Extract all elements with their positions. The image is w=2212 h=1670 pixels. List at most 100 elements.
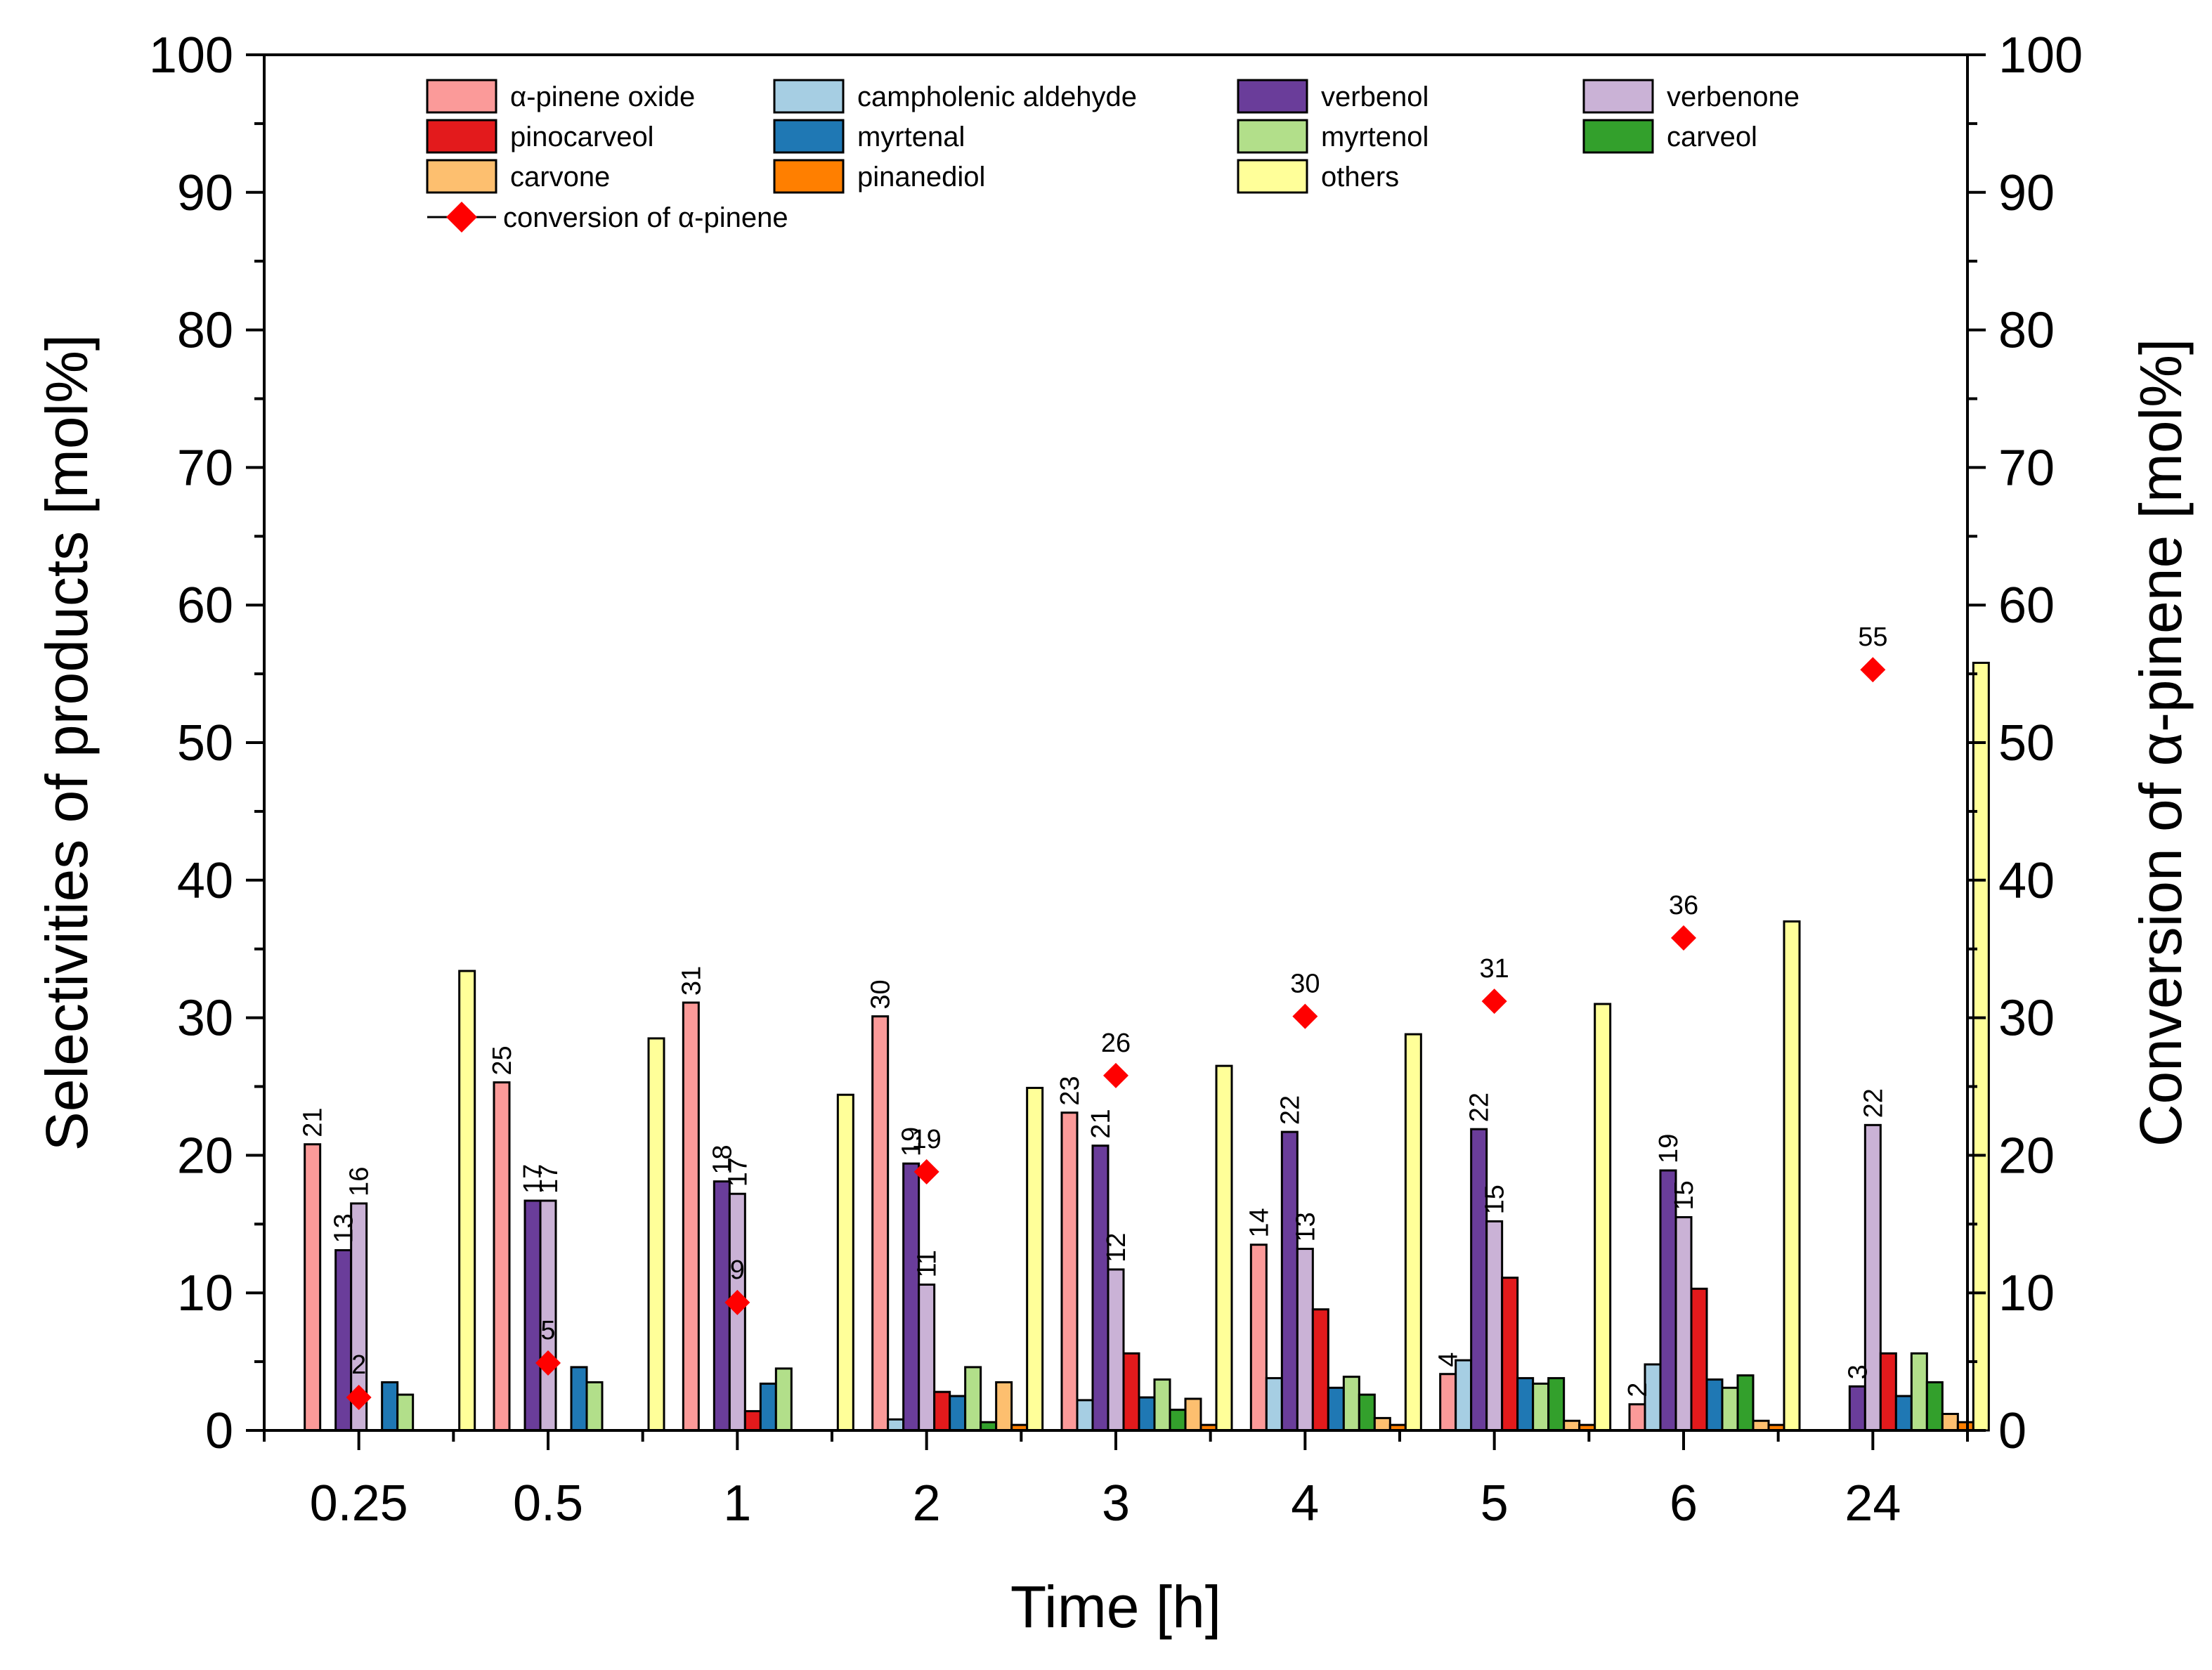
y-tick-label: 40: [177, 853, 233, 909]
y2-tick-label: 50: [1998, 715, 2055, 771]
bar-campholenic-aldehyde-5: [1455, 1359, 1473, 1432]
legend-swatch-pinanediol: [773, 159, 845, 194]
conversion-label-5: 31: [1480, 954, 1509, 984]
bar-campholenic-aldehyde-2: [887, 1418, 905, 1432]
bar-myrtenal-5: [1516, 1377, 1535, 1432]
bar-label-verbenol-6: 19: [1654, 1134, 1684, 1163]
y2-tick-label: 30: [1998, 991, 2055, 1047]
bar-others-1: [836, 1093, 854, 1432]
legend-swatch-verbenol: [1237, 79, 1308, 114]
bar-alpha-pinene-oxide-6: [1628, 1403, 1646, 1432]
y2-tick-label: 60: [1998, 578, 2055, 634]
conversion-label-2: 19: [912, 1125, 942, 1154]
bar-alpha-pinene-oxide-5: [1439, 1373, 1457, 1432]
bar-others-6: [1783, 920, 1801, 1432]
bar-carveol-5: [1547, 1377, 1566, 1432]
conversion-point-1: [724, 1289, 750, 1315]
bar-carveol-24: [1925, 1381, 1944, 1432]
y2-tick-label: 80: [1998, 303, 2055, 359]
conversion-point-2: [913, 1159, 939, 1185]
legend-item-alpha-pinene-oxide: α-pinene oxide: [426, 79, 695, 114]
bar-label-verbenol-1: 18: [708, 1144, 737, 1174]
bar-alpha-pinene-oxide-3: [1060, 1111, 1079, 1432]
legend-swatch-campholenic-aldehyde: [773, 79, 845, 114]
legend-swatch-carveol: [1582, 119, 1654, 154]
y2-tick-label: 0: [1998, 1403, 2026, 1459]
bar-verbenol-2: [902, 1162, 920, 1432]
bar-carveol-6: [1736, 1374, 1755, 1432]
y-tick-label: 100: [149, 27, 233, 84]
y-axis-title: Selectivities of products [mol%]: [34, 334, 100, 1151]
legend-marker-conversion: [446, 202, 477, 233]
bar-others-3: [1215, 1064, 1233, 1432]
legend-label-carvone: carvone: [510, 162, 610, 193]
legend-item-conversion: conversion of α-pinene: [427, 202, 788, 233]
legend-label-myrtenol: myrtenol: [1321, 122, 1429, 152]
bar-myrtenal-2: [949, 1395, 967, 1432]
bar-carvone-24: [1941, 1413, 1959, 1432]
bar-carvone-3: [1184, 1397, 1202, 1432]
legend-label-verbenone: verbenone: [1667, 81, 1800, 112]
y2-tick-label: 20: [1998, 1128, 2055, 1184]
bar-alpha-pinene-oxide-4: [1249, 1244, 1268, 1432]
legend-swatch-myrtenol: [1237, 119, 1308, 154]
legend-label-myrtenal: myrtenal: [857, 122, 965, 152]
conversion-label-24: 55: [1858, 622, 1887, 652]
bar-verbenol-4: [1280, 1130, 1299, 1432]
bar-myrtenol-24: [1910, 1352, 1928, 1432]
bar-campholenic-aldehyde-3: [1076, 1399, 1094, 1432]
bar-pinocarveol-1: [743, 1410, 762, 1432]
bar-label-verbenone-0-25: 16: [345, 1167, 375, 1196]
legend-item-campholenic-aldehyde: campholenic aldehyde: [773, 79, 1137, 114]
legend-label-pinocarveol: pinocarveol: [510, 122, 654, 152]
x-tick-label-4: 4: [1291, 1475, 1319, 1532]
bar-pinocarveol-3: [1122, 1352, 1140, 1432]
conversion-label-4: 30: [1290, 970, 1320, 999]
conversion-point-24: [1860, 657, 1886, 683]
bar-alpha-pinene-oxide-0-25: [304, 1143, 322, 1432]
legend: α-pinene oxide campholenic aldehyde verben…: [426, 79, 1800, 233]
legend-item-pinocarveol: pinocarveol: [426, 119, 654, 154]
conversion-point-4: [1292, 1003, 1318, 1029]
legend-label-alpha-pinene-oxide: α-pinene oxide: [510, 81, 695, 112]
bar-label-verbenol-2: 19: [897, 1127, 927, 1156]
legend-swatch-verbenone: [1582, 79, 1654, 114]
bar-others-24: [1972, 661, 1990, 1432]
y-tick-label: 50: [177, 715, 233, 771]
y-tick-label: 70: [177, 440, 233, 496]
bar-pinocarveol-2: [933, 1390, 951, 1432]
y-tick-label: 80: [177, 303, 233, 359]
bar-verbenol-0-5: [523, 1199, 542, 1432]
conversion-point-0-25: [346, 1385, 372, 1411]
x-tick-label-1: 1: [723, 1475, 751, 1532]
conversion-point-3: [1103, 1062, 1128, 1088]
legend-item-verbenol: verbenol: [1237, 79, 1429, 114]
bar-myrtenol-4: [1342, 1376, 1360, 1432]
bar-label-alpha-pinene-oxide-2: 30: [866, 979, 896, 1009]
bar-label-verbenone-2: 11: [913, 1250, 942, 1277]
bar-verbenol-1: [713, 1180, 731, 1432]
bar-others-2: [1026, 1086, 1044, 1432]
bar-myrtenal-0-5: [570, 1366, 588, 1432]
bar-carveol-4: [1358, 1393, 1376, 1432]
bar-label-alpha-pinene-oxide-5: 4: [1434, 1352, 1464, 1367]
x-tick-label-0-5: 0.5: [513, 1475, 583, 1532]
bar-alpha-pinene-oxide-0-5: [493, 1081, 511, 1432]
bar-myrtenol-0-25: [396, 1393, 415, 1432]
conversion-point-0-5: [535, 1350, 561, 1376]
bar-label-verbenone-3: 12: [1102, 1233, 1131, 1263]
bar-label-verbenone-5: 15: [1481, 1185, 1510, 1214]
bar-label-verbenone-4: 13: [1291, 1212, 1320, 1241]
x-tick-label-2: 2: [913, 1475, 941, 1532]
bar-carvone-6: [1752, 1419, 1770, 1432]
legend-label-conversion: conversion of α-pinene: [503, 202, 788, 233]
bar-label-verbenol-3: 21: [1086, 1109, 1116, 1138]
y-tick-label: 90: [177, 165, 233, 221]
bar-label-alpha-pinene-oxide-1: 31: [677, 966, 706, 996]
legend-swatch-myrtenal: [773, 119, 845, 154]
legend-label-others: others: [1321, 162, 1399, 193]
x-axis-title: Time [h]: [1010, 1574, 1221, 1640]
bar-myrtenol-3: [1153, 1378, 1171, 1432]
bar-myrtenol-5: [1532, 1382, 1550, 1432]
